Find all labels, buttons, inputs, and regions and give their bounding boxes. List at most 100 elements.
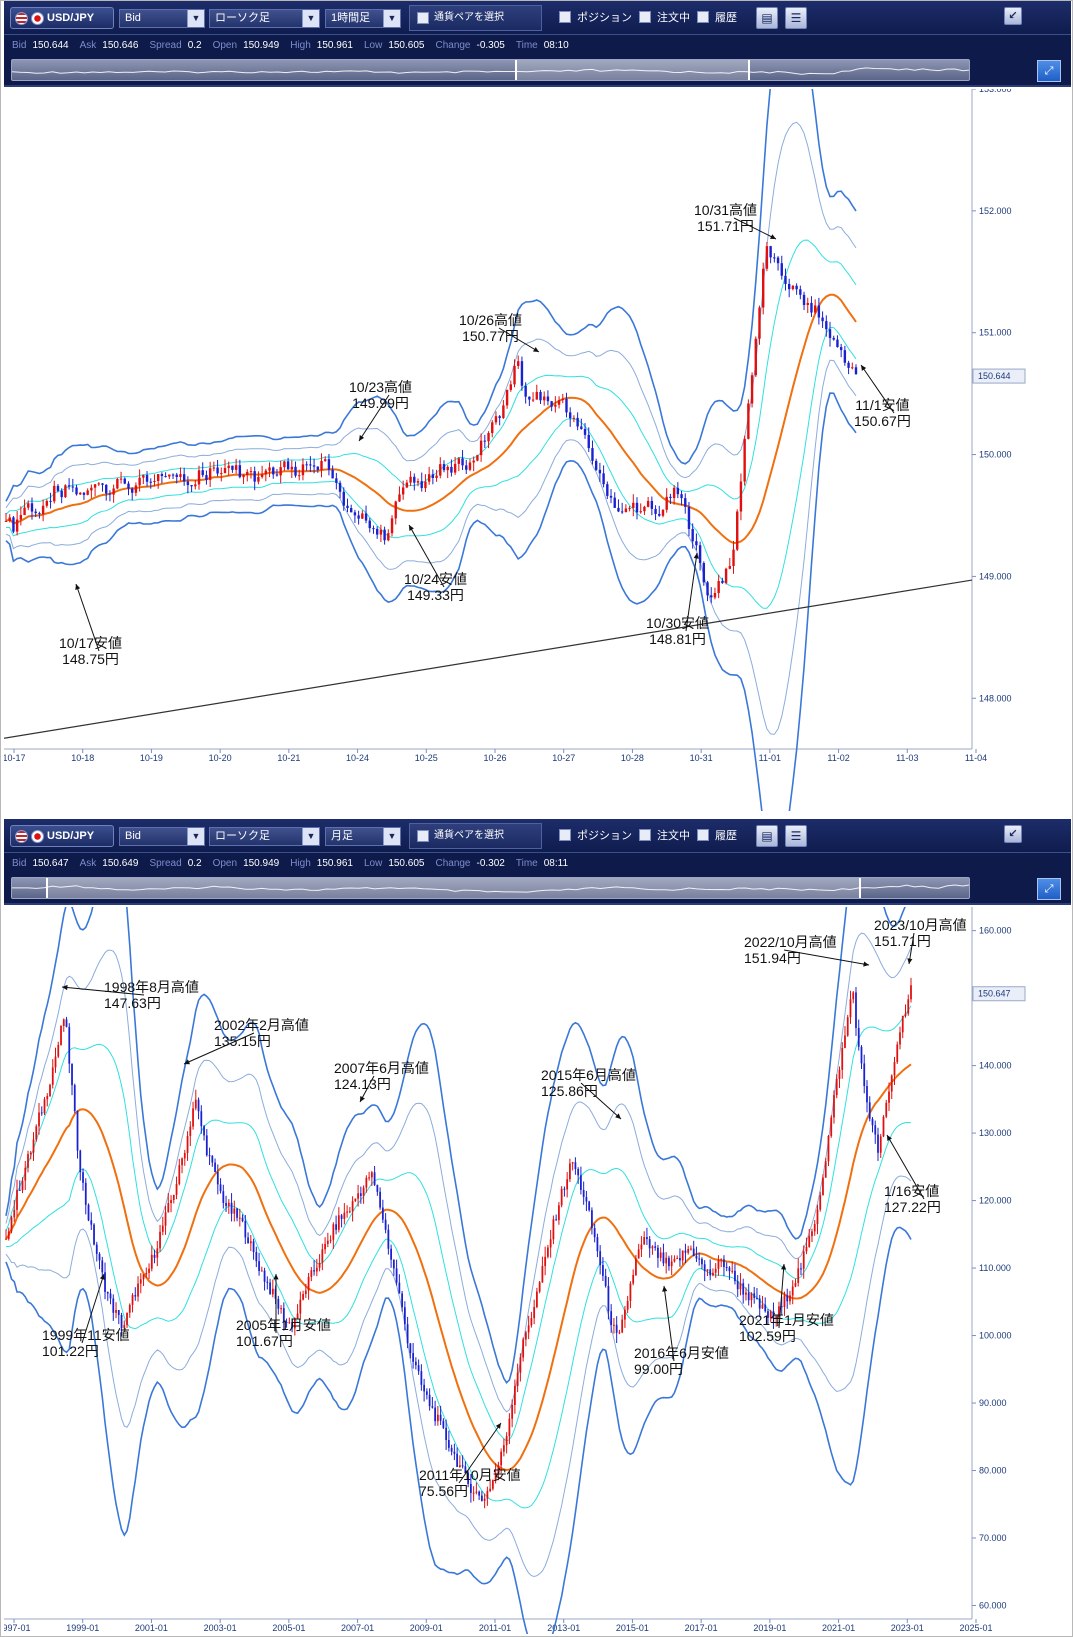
price-annotation: 2022/10月高値 151.94円	[744, 934, 837, 966]
list-icon[interactable]: ☰	[785, 7, 807, 29]
candle-body	[657, 1247, 659, 1258]
candle-body	[874, 1125, 877, 1135]
currency-pair-badge[interactable]: USD/JPY	[10, 825, 114, 847]
candle-body	[46, 1096, 49, 1100]
candle-body	[71, 1063, 73, 1086]
navigator-window-handle[interactable]	[45, 878, 861, 898]
candle-body	[723, 1259, 725, 1268]
chart-plot-area[interactable]: 148.000 149.000 150.000 151.000 152.000 153.0…	[2, 0, 1071, 873]
candle-body	[116, 479, 119, 489]
chart-settings-icon[interactable]: ▤	[756, 7, 778, 29]
candle-body	[464, 1466, 467, 1473]
x-tick-label: 2017-01	[685, 1623, 718, 1633]
candle-body	[505, 389, 509, 406]
collapse-icon[interactable]: ↙	[1004, 825, 1022, 843]
navigator-window-handle[interactable]	[515, 60, 751, 80]
position-checkbox[interactable]	[559, 11, 571, 23]
candle-body	[658, 513, 661, 516]
candle-body	[416, 481, 420, 483]
candle-body	[522, 1339, 525, 1358]
candle-body	[643, 1237, 646, 1245]
chart-type-select[interactable]: ローソク足 ▼	[209, 9, 320, 28]
chart-settings-icon[interactable]: ▤	[756, 825, 778, 847]
candle-body	[40, 1112, 43, 1114]
y-tick-label: 90.000	[979, 1398, 1007, 1408]
chevron-down-icon: ▼	[302, 828, 319, 845]
candle-body	[539, 391, 542, 401]
annotation-arrow	[685, 552, 698, 632]
history-checkbox[interactable]	[697, 829, 709, 841]
candle-body	[868, 1102, 871, 1119]
candle-body	[632, 1274, 635, 1284]
candle-body	[890, 1075, 893, 1092]
currency-pair-badge[interactable]: USD/JPY	[10, 7, 114, 29]
candle-body	[538, 1282, 541, 1292]
candle-body	[439, 464, 442, 476]
price-annotation: 11/1安値 150.67円	[854, 397, 911, 429]
collapse-icon[interactable]: ↙	[1004, 7, 1022, 25]
list-icon[interactable]: ☰	[785, 825, 807, 847]
candle-body	[747, 1292, 750, 1301]
candle-body	[417, 1365, 420, 1372]
candle-body	[414, 1361, 417, 1366]
candle-body	[269, 1282, 271, 1295]
candle-body	[285, 1321, 288, 1323]
select-pair-button[interactable]: 通貨ペアを選択	[409, 823, 542, 849]
timeframe-select[interactable]: 1時間足 ▼	[325, 9, 401, 28]
candle-body	[383, 529, 386, 541]
chart-plot-area[interactable]: 60.000 70.000 80.000 90.000 100.000 110.000 12…	[0, 831, 1071, 1637]
orders-checkbox[interactable]	[639, 11, 651, 23]
y-tick-label: 149.000	[979, 571, 1012, 581]
candle-body	[832, 337, 835, 340]
price-type-select[interactable]: Bid ▼	[119, 827, 205, 846]
candle-body	[82, 492, 86, 495]
x-tick-label: 10-17	[4, 753, 26, 763]
candle-body	[105, 484, 108, 494]
annotation-price: 99.00円	[634, 1361, 684, 1377]
chevron-down-icon: ▼	[302, 10, 319, 27]
candle-body	[379, 1191, 381, 1208]
annotation-price: 151.71円	[874, 933, 931, 949]
candle-body	[552, 1219, 555, 1240]
expand-icon[interactable]: ⤢	[1037, 878, 1061, 900]
candle-body	[362, 1187, 365, 1196]
orders-checkbox[interactable]	[639, 829, 651, 841]
candle-body	[599, 1251, 602, 1266]
candle-body	[555, 1219, 558, 1221]
chart-navigator[interactable]	[11, 59, 970, 81]
chart-type-select[interactable]: ローソク足 ▼	[209, 827, 320, 846]
position-checkbox[interactable]	[559, 829, 571, 841]
expand-icon[interactable]: ⤢	[1037, 60, 1061, 82]
annotation-arrowhead	[693, 553, 699, 559]
current-price-text: 150.644	[978, 371, 1011, 381]
monthly-candlestick-chart[interactable]: 60.000 70.000 80.000 90.000 100.000 110.000 12…	[0, 831, 1071, 1637]
annotation-price: 75.56円	[419, 1483, 469, 1499]
hourly-candlestick-chart[interactable]: 148.000 149.000 150.000 151.000 152.000 153.0…	[2, 0, 1071, 873]
price-annotation: 10/26高値 150.77円	[459, 312, 522, 344]
chart-navigator[interactable]	[11, 877, 970, 899]
candle-body	[687, 506, 691, 529]
price-type-select[interactable]: Bid ▼	[119, 9, 205, 28]
candle-body	[543, 396, 546, 401]
history-checkbox[interactable]	[697, 11, 709, 23]
candle-body	[447, 1439, 450, 1448]
candle-body	[149, 481, 152, 483]
candle-body	[571, 1162, 574, 1164]
timeframe-select[interactable]: 月足 ▼	[325, 827, 401, 846]
candle-body	[329, 1239, 332, 1241]
low-value: 150.605	[388, 857, 425, 869]
select-pair-button[interactable]: 通貨ペアを選択	[409, 5, 542, 31]
candle-body	[142, 1274, 145, 1280]
candle-body	[247, 1237, 249, 1244]
candle-body	[145, 1272, 148, 1275]
candle-body	[409, 1343, 412, 1354]
moving-average-line	[5, 1063, 912, 1472]
candle-body	[725, 1267, 728, 1269]
candle-body	[621, 1319, 624, 1333]
candle-body	[123, 478, 126, 484]
candle-body	[148, 1268, 150, 1273]
candle-body	[436, 1414, 439, 1422]
candle-body	[227, 465, 230, 468]
candle-body	[648, 1239, 651, 1249]
annotation-date: 10/30安値	[646, 615, 710, 631]
